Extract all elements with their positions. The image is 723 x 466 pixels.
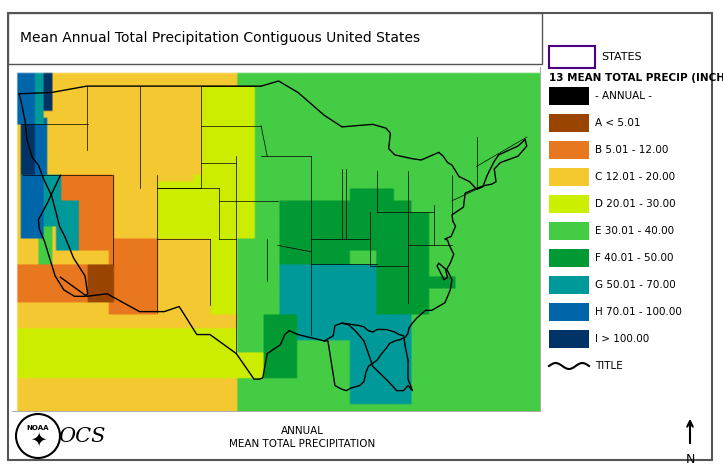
Bar	[549, 276, 589, 294]
Text: ANNUAL: ANNUAL	[281, 426, 324, 436]
Text: I > 100.00: I > 100.00	[595, 334, 649, 344]
Bar	[549, 222, 589, 240]
Bar	[549, 87, 589, 105]
Text: Mean Annual Total Precipitation Contiguous United States: Mean Annual Total Precipitation Contiguo…	[20, 31, 420, 45]
Text: OCS: OCS	[59, 426, 106, 445]
Text: H 70.01 - 100.00: H 70.01 - 100.00	[595, 307, 682, 317]
Text: N: N	[685, 453, 695, 466]
Text: C 12.01 - 20.00: C 12.01 - 20.00	[595, 172, 675, 182]
Bar	[549, 141, 589, 159]
Bar	[549, 303, 589, 321]
Text: STATES: STATES	[601, 52, 641, 62]
Text: D 20.01 - 30.00: D 20.01 - 30.00	[595, 199, 675, 209]
Text: 13 MEAN TOTAL PRECIP (INCHES): 13 MEAN TOTAL PRECIP (INCHES)	[549, 73, 723, 83]
Bar	[12, 67, 540, 411]
Text: B 5.01 - 12.00: B 5.01 - 12.00	[595, 145, 668, 155]
Text: MEAN TOTAL PRECIPITATION: MEAN TOTAL PRECIPITATION	[229, 439, 375, 449]
Bar	[8, 13, 542, 64]
Text: ✦: ✦	[30, 431, 46, 450]
Bar	[549, 168, 589, 186]
Text: TITLE: TITLE	[595, 361, 623, 371]
Text: NOAA: NOAA	[27, 425, 49, 431]
Text: A < 5.01: A < 5.01	[595, 118, 641, 128]
Bar	[549, 249, 589, 267]
Bar	[549, 195, 589, 213]
Text: F 40.01 - 50.00: F 40.01 - 50.00	[595, 253, 674, 263]
Text: - ANNUAL -: - ANNUAL -	[595, 91, 652, 101]
Bar	[549, 114, 589, 132]
Bar	[549, 46, 595, 68]
Text: G 50.01 - 70.00: G 50.01 - 70.00	[595, 280, 676, 290]
Text: E 30.01 - 40.00: E 30.01 - 40.00	[595, 226, 674, 236]
Bar	[549, 330, 589, 348]
